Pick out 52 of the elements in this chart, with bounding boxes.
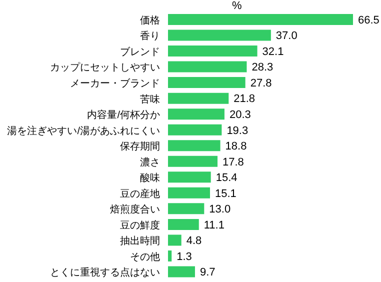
data-label: 15.1	[215, 188, 236, 200]
data-label: 4.8	[186, 235, 202, 248]
bar	[168, 218, 199, 230]
y-tick-label: 濃さ	[140, 156, 160, 168]
bar	[168, 77, 246, 88]
data-label: 32.1	[262, 46, 284, 58]
bar	[168, 30, 271, 41]
y-tick-label: その他	[130, 250, 160, 263]
y-tick-label: 豆の産地	[120, 188, 160, 200]
y-tick-label: 保存期間	[120, 140, 160, 153]
y-tick-label: とくに重視する点はない	[50, 266, 160, 279]
bar	[168, 234, 182, 246]
bar	[168, 61, 247, 72]
data-label: 11.1	[204, 219, 224, 232]
bar	[168, 14, 353, 25]
data-label: 13.0	[209, 204, 231, 216]
y-tick-label: 内容量/何杯分か	[87, 109, 160, 122]
data-label: 17.8	[222, 156, 244, 168]
bar	[168, 156, 218, 167]
data-label: 37.0	[276, 30, 298, 42]
y-tick-label: 湯を注ぎやすい/湯があふれにくい	[7, 124, 160, 137]
bar	[168, 172, 211, 183]
bar	[168, 92, 229, 104]
data-label: 15.4	[216, 172, 238, 184]
x-axis-title: %	[232, 0, 242, 12]
y-tick-label: 酸味	[140, 172, 160, 184]
data-label: 21.8	[234, 93, 256, 106]
bar	[168, 108, 224, 120]
data-label: 9.7	[200, 266, 216, 279]
data-label: 19.3	[226, 124, 248, 137]
y-tick-label: 香り	[140, 30, 160, 42]
data-label: 28.3	[252, 62, 274, 74]
bar	[168, 187, 210, 198]
y-tick-label: 苦味	[140, 93, 160, 106]
y-tick-label: 豆の鮮度	[120, 219, 160, 232]
bar	[168, 140, 220, 152]
y-tick-label: 焙煎度合い	[110, 204, 160, 216]
y-tick-label: ブレンド	[120, 46, 160, 58]
y-tick-label: 価格	[140, 14, 160, 26]
data-label: 66.5	[358, 14, 380, 26]
data-label: 27.8	[250, 77, 272, 90]
data-label: 18.8	[225, 140, 247, 153]
bar	[168, 266, 195, 278]
data-label: 20.3	[229, 108, 251, 121]
y-tick-label: メーカー・ブランド	[70, 77, 160, 90]
bar	[168, 250, 172, 262]
y-tick-label: 抽出時間	[120, 235, 160, 248]
bar	[168, 46, 258, 57]
bar	[168, 203, 204, 214]
bar	[168, 124, 222, 136]
y-tick-label: カップにセットしやすい	[50, 62, 160, 74]
data-label: 1.3	[176, 250, 192, 263]
